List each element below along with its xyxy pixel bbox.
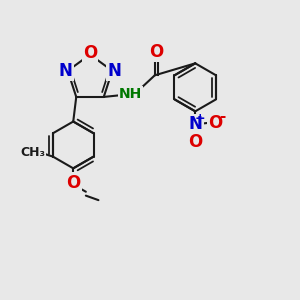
Text: N: N: [188, 115, 202, 133]
Text: N: N: [59, 62, 73, 80]
Text: O: O: [149, 43, 164, 61]
Text: O: O: [188, 133, 202, 151]
Text: O: O: [66, 174, 80, 192]
Text: CH₃: CH₃: [20, 146, 45, 159]
Text: +: +: [195, 112, 206, 125]
Text: O: O: [83, 44, 97, 62]
Text: -: -: [219, 109, 225, 124]
Text: NH: NH: [119, 87, 142, 101]
Text: N: N: [107, 62, 121, 80]
Text: O: O: [208, 114, 223, 132]
